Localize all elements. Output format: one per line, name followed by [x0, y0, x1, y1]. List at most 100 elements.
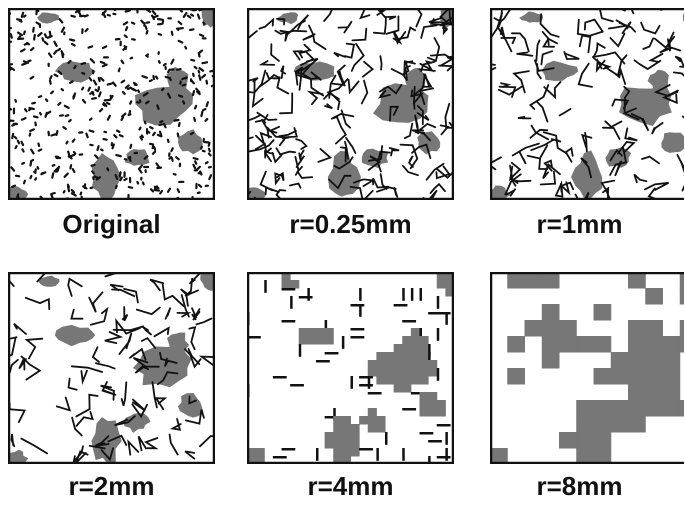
boundary-line [12, 68, 15, 70]
gray-cell [559, 320, 577, 337]
gray-cell [645, 320, 663, 337]
boundary-cell [445, 312, 448, 325]
gray-cell [628, 416, 646, 433]
boundary-line [126, 27, 127, 30]
gray-cell [428, 360, 437, 369]
boundary-line [101, 62, 105, 64]
gray-cell [507, 368, 525, 385]
boundary-line [70, 81, 73, 82]
boundary-line [193, 165, 195, 168]
boundary-line [73, 169, 75, 172]
boundary-line [380, 56, 381, 69]
boundary-line [206, 119, 208, 121]
boundary-line [11, 34, 12, 38]
gray-cell [628, 384, 646, 401]
boundary-line [30, 134, 31, 136]
gray-cell [411, 344, 420, 353]
boundary-line [178, 189, 179, 192]
gray-cell [559, 336, 577, 353]
boundary-line [120, 172, 121, 176]
boundary-line [642, 200, 647, 213]
boundary-line [82, 73, 84, 74]
boundary-line [185, 47, 186, 49]
gray-cell [385, 368, 394, 377]
gray-cell [376, 368, 385, 377]
gray-cell [342, 416, 351, 425]
boundary-cell [359, 288, 362, 301]
boundary-line [154, 147, 155, 150]
boundary-line [15, 137, 17, 138]
boundary-line [160, 121, 162, 122]
boundary-line [179, 123, 180, 126]
gray-cell [420, 392, 429, 401]
boundary-line [172, 32, 173, 35]
boundary-line [150, 80, 152, 81]
boundary-line [90, 92, 93, 93]
boundary-line [17, 19, 21, 20]
boundary-line [25, 109, 27, 111]
boundary-line [209, 167, 211, 168]
boundary-line [162, 89, 163, 91]
panel [225, 0, 474, 211]
boundary-line [53, 165, 55, 166]
boundary-line [43, 38, 44, 41]
gray-cell [368, 368, 377, 377]
boundary-line [240, 129, 248, 152]
gray-cell [316, 336, 325, 345]
boundary-line [40, 113, 41, 114]
boundary-line [81, 193, 82, 195]
boundary-line [22, 142, 24, 145]
gray-cell [645, 400, 663, 417]
boundary-line [209, 143, 210, 146]
boundary-line [177, 29, 178, 30]
boundary-line [45, 34, 47, 37]
boundary-line [58, 103, 60, 105]
boundary-line [24, 181, 25, 184]
boundary-line [98, 146, 99, 150]
gray-cell [402, 344, 411, 353]
gray-cell [342, 448, 351, 457]
boundary-line [39, 96, 41, 97]
boundary-line [195, 106, 196, 109]
figure: Originalr=0.25mmr=1mmr=2mmr=4mmr=8mm [0, 0, 685, 510]
boundary-line [195, 161, 196, 163]
gray-cell [402, 336, 411, 345]
gray-cell [385, 376, 394, 385]
boundary-line [199, 53, 200, 57]
gray-cell [394, 344, 403, 353]
boundary-line [104, 139, 107, 140]
panel [0, 259, 233, 465]
gray-cell [663, 384, 681, 401]
boundary-line [206, 162, 208, 163]
boundary-line [120, 178, 122, 181]
gray-cell [282, 280, 291, 289]
boundary-line [31, 77, 34, 79]
boundary-line [99, 92, 101, 96]
boundary-line [107, 103, 109, 104]
boundary-line [164, 64, 166, 65]
boundary-line [150, 144, 153, 145]
boundary-line [183, 101, 184, 103]
boundary-line [51, 195, 52, 198]
gray-cell [411, 376, 420, 385]
boundary-line [33, 28, 34, 32]
gray-cell [325, 336, 334, 345]
boundary-line [142, 136, 143, 138]
boundary-line [116, 175, 118, 179]
boundary-line [207, 102, 208, 106]
boundary-cell [325, 352, 339, 355]
gray-cell [576, 400, 594, 417]
gray-cell [351, 432, 360, 441]
boundary-line [155, 187, 159, 188]
boundary-cell [402, 408, 416, 411]
boundary-line [66, 115, 69, 116]
gray-cell [351, 448, 360, 457]
boundary-line [132, 23, 134, 24]
boundary-line [69, 120, 71, 121]
boundary-line [50, 76, 51, 79]
gray-cell [428, 392, 437, 401]
gray-cell [663, 352, 681, 369]
gray-cell [402, 384, 411, 393]
panel [490, 272, 685, 465]
gray-cell [611, 352, 629, 369]
